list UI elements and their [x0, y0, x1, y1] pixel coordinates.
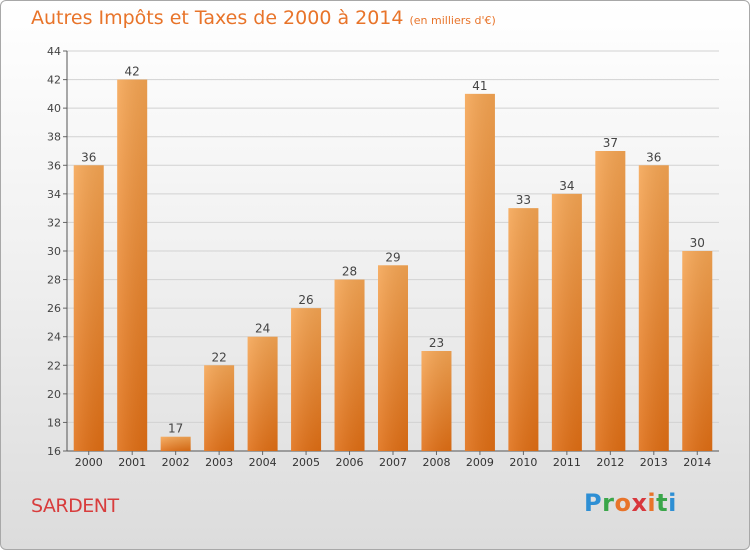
data-labels: 36 42 17 22 24 26 28 29 23 41 33 34 37 36 30 — [81, 65, 705, 436]
unit-note: (en milliers d'€) — [409, 14, 496, 27]
x-tick-label: 2006 — [336, 456, 364, 469]
bar-shade — [508, 208, 539, 451]
bar-shade — [117, 79, 148, 452]
y-tick-label: 44 — [47, 45, 61, 58]
x-tick-label: 2007 — [379, 456, 407, 469]
y-tick-label: 36 — [47, 159, 61, 172]
proxiti-logo: Proxiti — [584, 489, 677, 517]
place-name: SARDENT — [31, 495, 119, 517]
logo-letter: i — [647, 489, 657, 517]
y-tick-label: 30 — [47, 245, 61, 258]
x-tick-label: 2012 — [596, 456, 624, 469]
data-label: 42 — [125, 65, 140, 79]
y-tick-label: 40 — [47, 102, 61, 115]
x-tick-label: 2013 — [640, 456, 668, 469]
logo-letter: o — [614, 489, 632, 517]
data-label: 22 — [211, 350, 226, 364]
x-tick-label: 2003 — [205, 456, 233, 469]
x-tick-label: 2010 — [509, 456, 537, 469]
data-label: 36 — [81, 150, 96, 164]
logo-letter: r — [602, 489, 615, 517]
x-tick-label: 2014 — [683, 456, 711, 469]
y-tick-label: 18 — [47, 416, 61, 429]
data-label: 30 — [690, 236, 705, 250]
data-label: 29 — [385, 250, 400, 264]
bar-shade — [595, 151, 626, 451]
bar-shade — [682, 251, 713, 451]
bar-shade — [551, 193, 582, 451]
x-tick-label: 2008 — [422, 456, 450, 469]
x-tick-label: 2000 — [75, 456, 103, 469]
logo-letter: x — [631, 489, 648, 517]
data-label: 23 — [429, 336, 444, 350]
y-tick-label: 24 — [47, 331, 61, 344]
y-tick-label: 42 — [47, 74, 61, 87]
data-label: 33 — [516, 193, 531, 207]
y-tick-label: 38 — [47, 131, 61, 144]
x-tick-label: 2004 — [249, 456, 277, 469]
data-label: 17 — [168, 422, 183, 436]
y-tick-label: 26 — [47, 302, 61, 315]
bars — [73, 79, 713, 452]
x-tick-label: 2011 — [553, 456, 581, 469]
bar-shade — [204, 365, 235, 451]
chart-title: Autres Impôts et Taxes de 2000 à 2014 (en… — [31, 7, 496, 29]
bar-shade — [247, 336, 278, 451]
bar-shade — [160, 436, 191, 451]
y-tick-label: 34 — [47, 188, 61, 201]
bar-shade — [73, 165, 104, 452]
x-tick-label: 2002 — [162, 456, 190, 469]
data-label: 37 — [603, 136, 618, 150]
y-tick-label: 16 — [47, 445, 61, 458]
y-tick-label: 20 — [47, 388, 61, 401]
data-label: 26 — [298, 293, 313, 307]
bar-shade — [421, 351, 452, 451]
data-label: 36 — [646, 150, 661, 164]
chart-title-text: Autres Impôts et Taxes de 2000 à 2014 — [31, 7, 404, 29]
bar-shade — [291, 308, 322, 451]
logo-letter: P — [584, 489, 603, 517]
data-label: 28 — [342, 265, 357, 279]
logo-letter: i — [668, 489, 677, 517]
bar-shade — [334, 279, 365, 451]
x-tick-label: 2001 — [118, 456, 146, 469]
y-tick-label: 22 — [47, 359, 61, 372]
bar-shade — [378, 265, 408, 451]
bar-shade — [464, 93, 495, 451]
bar-chart: 16 18 20 22 24 26 28 30 32 34 36 38 40 42 44 2000 2001 20… — [47, 45, 719, 469]
bar-shade — [638, 165, 669, 452]
y-tick-label: 32 — [47, 216, 61, 229]
data-label: 24 — [255, 322, 270, 336]
data-label: 34 — [559, 179, 574, 193]
x-tick-label: 2009 — [466, 456, 494, 469]
y-tick-label: 28 — [47, 274, 61, 287]
logo-letter: t — [656, 489, 669, 517]
data-label: 41 — [472, 79, 487, 93]
x-tick-label: 2005 — [292, 456, 320, 469]
